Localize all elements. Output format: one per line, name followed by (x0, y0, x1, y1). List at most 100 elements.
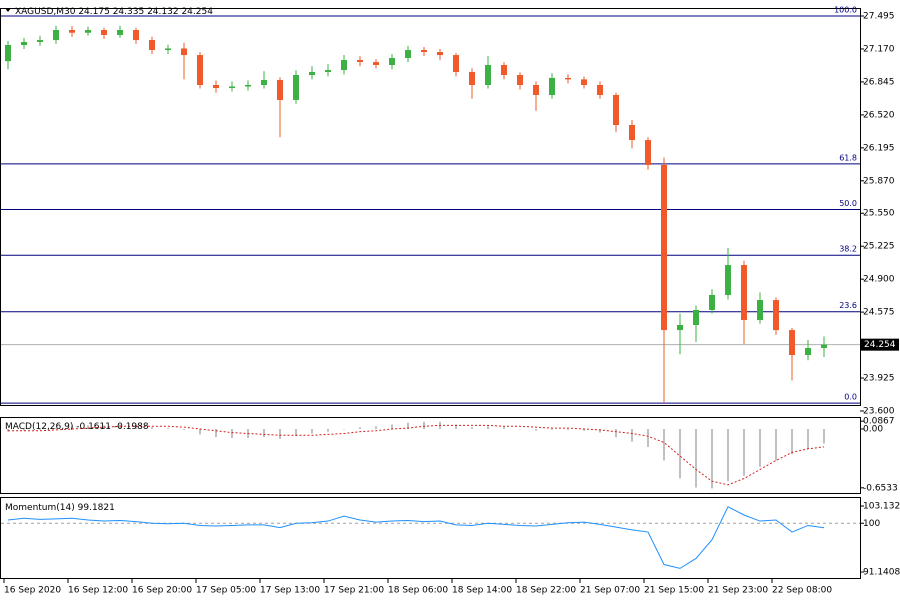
macd-bar (743, 428, 745, 476)
macd-bar (663, 428, 665, 461)
low: 24.132 (147, 7, 179, 17)
y-tick-label: 91.1408 (863, 567, 900, 577)
y-tick-label: 25.550 (863, 209, 895, 219)
macd-bar (311, 428, 313, 434)
y-tick-label: 24.900 (863, 275, 895, 285)
indicator-title: Momentum(14) (5, 503, 75, 513)
candle-body (501, 64, 507, 76)
indicator-label: Momentum(14) 99.1821 (5, 503, 115, 513)
y-tick-label: 27.495 (863, 12, 895, 22)
candle-body (597, 84, 603, 96)
candle-body (101, 30, 107, 35)
fibo-label: 23.6 (839, 301, 857, 310)
macd-bar (775, 428, 777, 461)
macd-bar (503, 427, 505, 429)
macd-bar (455, 424, 457, 429)
macd-value: -0.1611 (76, 422, 111, 432)
y-tick-label: 24.575 (863, 308, 895, 318)
macd-bar (807, 428, 809, 449)
y-tick-label: 0.00 (863, 424, 883, 434)
macd-bar (167, 428, 169, 429)
x-tick-label: 21 Sep 07:00 (580, 586, 640, 596)
candle-body (165, 48, 171, 50)
y-tick-label: 25.870 (863, 176, 895, 186)
y-tick-label: 0.0867 (863, 417, 895, 427)
x-tick-label: 17 Sep 05:00 (196, 586, 256, 596)
momentum-value: 99.1821 (78, 503, 115, 513)
menu-arrow[interactable] (5, 8, 11, 12)
y-tick-label: 103.1328 (863, 502, 900, 512)
fibo-label: 100.0 (834, 6, 857, 15)
open: 24.175 (78, 7, 110, 17)
macd-bar (359, 427, 361, 429)
x-tick-label: 18 Sep 14:00 (452, 586, 512, 596)
candle-body (629, 125, 635, 141)
last-price-label: 24.254 (864, 340, 896, 350)
macd-bar (39, 428, 41, 430)
y-tick-label: 26.845 (863, 77, 895, 87)
price-panel (0, 8, 861, 406)
y-tick-label: -0.6533 (863, 483, 898, 493)
x-tick-label: 17 Sep 13:00 (260, 586, 320, 596)
candle-body (357, 60, 363, 63)
candle-body (229, 86, 235, 89)
macd-bar (679, 428, 681, 479)
x-tick-label: 16 Sep 20:00 (132, 586, 192, 596)
candle-body (645, 140, 651, 165)
candle-body (693, 309, 699, 325)
x-tick-label: 16 Sep 2020 (4, 586, 61, 596)
macd-bar (535, 428, 537, 431)
candle-body (773, 300, 779, 331)
y-tick-label: 26.195 (863, 143, 895, 153)
candle-body (117, 30, 123, 35)
symbol: XAGUSD,M30 (15, 7, 76, 17)
candle-body (373, 62, 379, 65)
macd-bar (231, 428, 233, 438)
macd-signal (8, 424, 825, 486)
momentum-line (7, 506, 825, 569)
macd-bar (727, 428, 729, 482)
macd-bar (375, 426, 377, 429)
macd-bar (199, 428, 201, 435)
macd-bar (599, 428, 601, 433)
macd-bar (295, 428, 297, 437)
candle-body (485, 64, 491, 85)
candle-body (821, 344, 827, 349)
macd-bar (183, 428, 185, 430)
macd-bar (471, 427, 473, 429)
close: 24.254 (181, 7, 213, 17)
macd-bar (71, 426, 73, 429)
candle-body (725, 265, 731, 295)
candle-body (741, 265, 747, 321)
candle-body (581, 79, 587, 85)
candle-body (453, 55, 459, 72)
y-tick-label: 27.170 (863, 44, 895, 54)
candle-body (469, 71, 475, 85)
x-tick-label: 18 Sep 22:00 (516, 586, 576, 596)
macd-bar (135, 425, 137, 429)
candle-body (709, 294, 715, 310)
macd-bar (263, 428, 265, 438)
macd-bar (759, 428, 761, 467)
x-tick-label: 22 Sep 08:00 (772, 586, 832, 596)
macd-bar (55, 428, 57, 429)
macd-bar (23, 428, 25, 431)
momentum-panel (0, 497, 861, 579)
candle-body (277, 79, 283, 100)
candle-body (805, 348, 811, 356)
candle-body (37, 40, 43, 42)
macd-bar (711, 428, 713, 489)
y-tick-label: 26.520 (863, 110, 895, 120)
macd-bar (215, 428, 217, 438)
macd-bar (487, 426, 489, 429)
macd-bar (327, 428, 329, 432)
candle-body (341, 60, 347, 71)
x-tick-label: 16 Sep 12:00 (68, 586, 128, 596)
fibo-label: 0.0 (844, 393, 857, 402)
x-tick-label: 17 Sep 21:00 (324, 586, 384, 596)
candle-body (549, 77, 555, 96)
macd-bar (615, 428, 617, 438)
macd-bar (647, 428, 649, 447)
candle-body (533, 84, 539, 96)
